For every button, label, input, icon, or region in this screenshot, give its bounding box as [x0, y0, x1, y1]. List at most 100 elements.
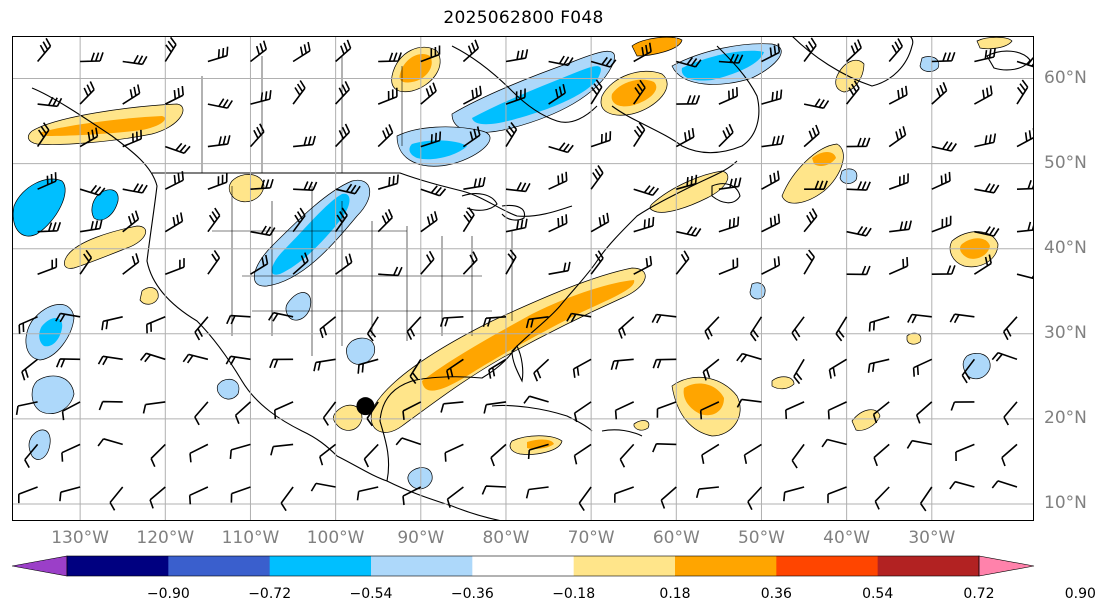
wind-barb: [146, 316, 166, 334]
us-canada-border: [152, 172, 573, 217]
wind-barb: [973, 254, 992, 275]
wind-barb: [676, 95, 701, 105]
wind-barb: [420, 185, 447, 197]
wind-barb: [97, 355, 123, 366]
great-lakes: [461, 193, 526, 221]
wind-barb: [548, 214, 568, 233]
wind-barb: [791, 316, 805, 341]
wind-barb: [888, 126, 907, 148]
wind-barb: [319, 443, 337, 466]
wind-barb: [783, 486, 805, 502]
wind-barb: [749, 316, 763, 342]
wind-barb: [974, 47, 996, 63]
wind-barb: [651, 313, 677, 324]
wind-barb: [1016, 79, 1029, 105]
wind-barb: [164, 212, 184, 233]
wind-barb: [207, 249, 221, 275]
wind-barb: [139, 352, 166, 363]
wind-barb: [919, 486, 933, 512]
wind-barb: [761, 213, 781, 233]
colorbar-tick-label: 0.90: [1064, 586, 1096, 602]
wind-barb: [566, 312, 592, 323]
pos-area: [976, 36, 1013, 50]
pos-area: [683, 383, 724, 416]
wind-barb: [55, 358, 81, 368]
wind-barb: [164, 36, 177, 62]
pos-area: [633, 420, 650, 431]
wind-barb: [322, 401, 337, 426]
wind-barb: [366, 316, 379, 342]
pos-area: [333, 404, 363, 431]
wind-barb: [420, 131, 442, 148]
wind-barb: [888, 173, 909, 190]
wind-barb: [440, 401, 464, 413]
wind-barb: [761, 256, 781, 275]
wind-barb: [803, 208, 818, 233]
wind-barb: [21, 358, 39, 381]
wind-barb: [548, 171, 568, 190]
wind-barb: [335, 81, 351, 105]
wind-barb: [949, 480, 975, 490]
lon-label: 40°W: [823, 528, 871, 548]
wind-barb: [249, 123, 265, 148]
neg-area: [12, 178, 66, 237]
pos-area: [527, 439, 554, 449]
wind-barb: [868, 316, 890, 332]
wind-barb: [446, 486, 464, 508]
wind-barb: [614, 486, 634, 503]
wind-barb: [743, 443, 762, 464]
wind-barb: [274, 401, 294, 420]
wind-barb: [268, 311, 294, 322]
wind-barb: [676, 174, 698, 190]
wind-barb: [378, 52, 402, 63]
wind-barb: [37, 258, 58, 275]
wind-barb: [182, 353, 209, 364]
wind-barb: [548, 84, 566, 105]
wind-barb: [525, 486, 549, 499]
colorbar-segment: [168, 556, 271, 576]
wind-barb: [633, 216, 655, 233]
wind-barb: [931, 265, 956, 275]
colorbar-segment: [67, 556, 169, 576]
colorbar: [12, 555, 1035, 577]
neg-area: [31, 375, 75, 415]
wind-barb: [490, 443, 507, 467]
wind-barb: [226, 314, 251, 325]
colorbar-segment: [269, 556, 372, 576]
wind-barb: [888, 85, 908, 105]
wind-barb: [821, 438, 847, 448]
wind-barb: [18, 486, 38, 504]
wind-barb: [573, 443, 592, 465]
neg-area: [28, 429, 51, 460]
wind-barb: [1001, 443, 1018, 467]
neg-area: [681, 50, 764, 81]
wind-barb: [313, 358, 336, 372]
wind-barb: [785, 401, 805, 420]
wind-barb: [79, 184, 106, 196]
cuba: [491, 404, 593, 432]
lon-label: 100°W: [306, 528, 365, 548]
wind-barb: [109, 486, 124, 511]
wind-barb: [420, 250, 435, 275]
lat-label: 40°N: [1044, 237, 1087, 258]
pos-area: [139, 287, 159, 305]
wind-barb: [293, 135, 316, 148]
wind-barb: [439, 316, 464, 327]
wind-barb: [250, 225, 276, 237]
wind-barb: [250, 90, 272, 105]
wind-barb: [718, 257, 739, 275]
storm-center-marker: [356, 397, 375, 416]
pos-area: [40, 116, 166, 136]
wind-barb: [791, 443, 805, 469]
wind-barb: [846, 265, 871, 276]
wind-barb: [462, 126, 481, 148]
wind-barb: [931, 52, 956, 63]
wind-barb: [590, 165, 604, 190]
neg-area: [472, 66, 601, 125]
wind-barb: [165, 142, 191, 154]
wind-barb: [915, 401, 933, 424]
colorbar-segment: [675, 556, 777, 576]
wind-barb: [1016, 57, 1034, 68]
wind-barb: [481, 485, 507, 495]
wind-barb: [548, 261, 571, 275]
